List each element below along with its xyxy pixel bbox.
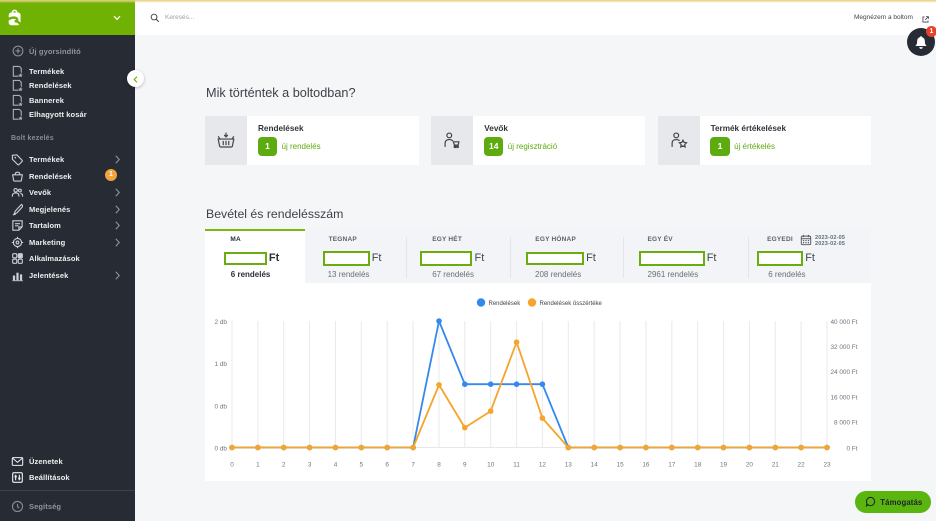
svg-text:Rendelések összértéke: Rendelések összértéke [540, 301, 603, 307]
svg-text:17: 17 [668, 462, 676, 469]
svg-text:1: 1 [256, 462, 260, 469]
svg-text:24 000 Ft: 24 000 Ft [830, 369, 857, 376]
svg-text:3: 3 [308, 462, 312, 469]
svg-text:13: 13 [565, 462, 573, 469]
svg-text:21: 21 [772, 462, 780, 469]
svg-text:9: 9 [463, 462, 467, 469]
svg-text:10: 10 [487, 462, 495, 469]
svg-text:7: 7 [411, 462, 415, 469]
svg-text:8 000 Ft: 8 000 Ft [834, 419, 858, 426]
svg-text:14: 14 [591, 462, 599, 469]
svg-text:Rendelések: Rendelések [489, 301, 522, 307]
svg-text:0 db: 0 db [215, 403, 228, 410]
svg-text:23: 23 [823, 462, 831, 469]
svg-text:0: 0 [230, 462, 234, 469]
svg-text:1 db: 1 db [215, 361, 228, 368]
svg-text:19: 19 [720, 462, 728, 469]
svg-text:2 db: 2 db [215, 319, 228, 326]
svg-text:40 000 Ft: 40 000 Ft [830, 319, 857, 326]
svg-text:18: 18 [694, 462, 702, 469]
svg-text:12: 12 [539, 462, 547, 469]
svg-text:15: 15 [617, 462, 625, 469]
svg-text:6: 6 [385, 462, 389, 469]
svg-text:0 db: 0 db [215, 446, 228, 453]
svg-text:22: 22 [798, 462, 806, 469]
svg-text:4: 4 [334, 462, 338, 469]
svg-text:0 Ft: 0 Ft [846, 446, 857, 453]
svg-text:2: 2 [282, 462, 286, 469]
svg-text:32 000 Ft: 32 000 Ft [830, 344, 857, 351]
svg-text:5: 5 [360, 462, 364, 469]
svg-text:16: 16 [642, 462, 650, 469]
svg-text:16 000 Ft: 16 000 Ft [830, 394, 857, 401]
svg-text:8: 8 [437, 462, 441, 469]
svg-text:11: 11 [513, 462, 520, 469]
svg-text:20: 20 [746, 462, 754, 469]
